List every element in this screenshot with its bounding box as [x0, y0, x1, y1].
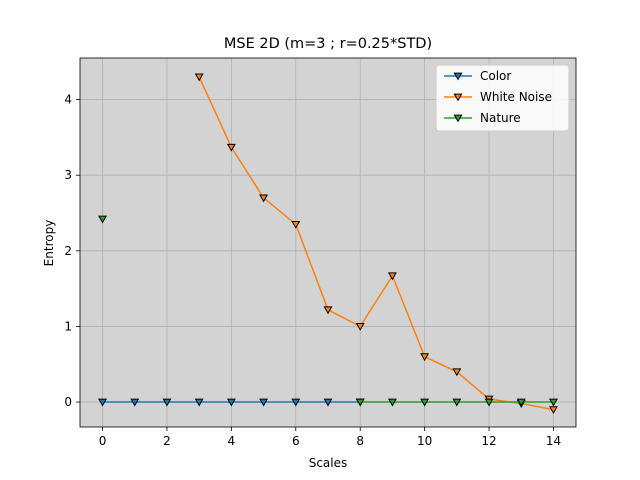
legend-box	[435, 64, 570, 132]
data-point	[259, 398, 269, 407]
data-point	[355, 398, 365, 407]
data-point	[259, 194, 269, 203]
y-tick-label: 4	[64, 93, 72, 107]
data-point	[387, 398, 397, 407]
data-point	[162, 398, 172, 407]
data-point	[548, 398, 558, 407]
y-axis-label: Entropy	[42, 220, 56, 267]
data-point	[355, 323, 365, 331]
legend-label: Color	[480, 69, 511, 83]
data-point	[484, 398, 494, 407]
data-point	[194, 73, 204, 82]
x-tick-label: 14	[546, 434, 561, 448]
data-point	[291, 220, 301, 229]
axes-frame	[79, 57, 577, 428]
data-point	[452, 368, 462, 377]
legend: Color White Noise Nature	[435, 64, 570, 132]
data-point	[387, 272, 397, 281]
data-point	[420, 353, 430, 362]
x-tick-label: 10	[417, 434, 432, 448]
legend-label: White Noise	[480, 90, 552, 104]
legend-marker	[453, 114, 463, 123]
data-point	[516, 398, 526, 407]
x-tick-label: 12	[481, 434, 496, 448]
data-point	[420, 398, 430, 407]
data-point	[548, 406, 558, 415]
series-line	[198, 76, 554, 411]
legend-marker	[453, 72, 463, 81]
data-point	[452, 398, 462, 407]
data-point	[226, 143, 236, 152]
x-axis-label: Scales	[309, 456, 348, 470]
data-point	[194, 398, 204, 407]
data-point	[323, 306, 333, 315]
data-point	[98, 215, 108, 224]
x-tick-label: 6	[292, 434, 300, 448]
data-point	[98, 398, 108, 407]
x-tick-label: 4	[228, 434, 236, 448]
data-point	[291, 398, 301, 407]
y-tick-label: 2	[64, 244, 72, 258]
chart-title: MSE 2D (m=3 ; r=0.25*STD)	[224, 36, 432, 52]
y-tick-label: 1	[64, 319, 72, 333]
legend-marker	[453, 93, 463, 102]
x-tick-label: 2	[163, 434, 171, 448]
data-point	[130, 398, 140, 407]
legend-label: Nature	[480, 111, 521, 125]
x-tick-label: 8	[356, 434, 364, 448]
data-point	[226, 398, 236, 407]
y-tick-label: 0	[64, 395, 72, 409]
data-point	[323, 398, 333, 407]
y-tick-label: 3	[64, 168, 72, 182]
x-tick-label: 0	[99, 434, 107, 448]
